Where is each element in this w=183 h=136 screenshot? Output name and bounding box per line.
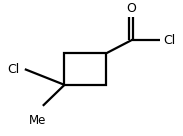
- Text: Cl: Cl: [164, 34, 176, 47]
- Text: Cl: Cl: [7, 63, 19, 76]
- Text: Me: Me: [29, 114, 46, 127]
- Text: O: O: [126, 2, 136, 16]
